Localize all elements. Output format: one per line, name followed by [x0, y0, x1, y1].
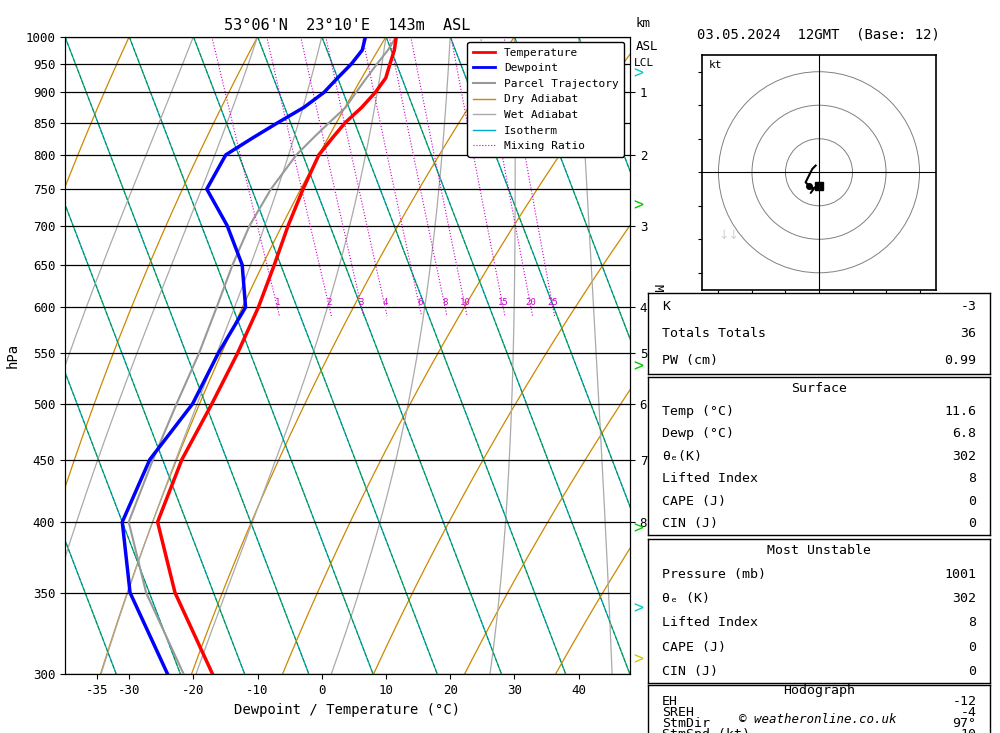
Text: 8: 8: [968, 472, 976, 485]
Text: Lifted Index: Lifted Index: [662, 472, 758, 485]
Text: 3: 3: [359, 298, 364, 307]
Text: 10: 10: [960, 729, 976, 733]
Text: θₑ(K): θₑ(K): [662, 450, 702, 463]
Text: 302: 302: [952, 450, 976, 463]
Text: StmSpd (kt): StmSpd (kt): [662, 729, 750, 733]
Text: Dewp (°C): Dewp (°C): [662, 427, 734, 441]
Text: 1: 1: [275, 298, 280, 307]
Text: LCL: LCL: [634, 58, 654, 67]
Text: >: >: [633, 600, 643, 617]
Text: 2: 2: [327, 298, 332, 307]
Text: Pressure (mb): Pressure (mb): [662, 568, 766, 581]
Text: >: >: [633, 196, 643, 214]
Text: 25: 25: [548, 298, 558, 307]
Text: Hodograph: Hodograph: [783, 685, 855, 697]
Text: Surface: Surface: [791, 382, 847, 395]
Text: 03.05.2024  12GMT  (Base: 12): 03.05.2024 12GMT (Base: 12): [697, 27, 939, 41]
Text: Temp (°C): Temp (°C): [662, 405, 734, 418]
Title: 53°06'N  23°10'E  143m  ASL: 53°06'N 23°10'E 143m ASL: [224, 18, 471, 33]
Text: 0: 0: [968, 495, 976, 508]
Text: CAPE (J): CAPE (J): [662, 495, 726, 508]
Text: 8: 8: [968, 616, 976, 630]
Text: CIN (J): CIN (J): [662, 517, 718, 531]
Text: CIN (J): CIN (J): [662, 665, 718, 677]
Text: Totals Totals: Totals Totals: [662, 327, 766, 340]
Text: 1001: 1001: [944, 568, 976, 581]
Text: CAPE (J): CAPE (J): [662, 641, 726, 654]
Text: 8: 8: [442, 298, 448, 307]
Text: 10: 10: [460, 298, 471, 307]
Y-axis label: hPa: hPa: [6, 343, 20, 368]
Text: 36: 36: [960, 327, 976, 340]
Text: EH: EH: [662, 696, 678, 708]
Text: 0: 0: [968, 517, 976, 531]
Text: SREH: SREH: [662, 707, 694, 719]
Text: © weatheronline.co.uk: © weatheronline.co.uk: [739, 712, 897, 726]
Text: θₑ (K): θₑ (K): [662, 592, 710, 605]
Text: 15: 15: [498, 298, 509, 307]
Text: Most Unstable: Most Unstable: [767, 545, 871, 557]
X-axis label: Dewpoint / Temperature (°C): Dewpoint / Temperature (°C): [234, 703, 461, 717]
Text: >: >: [633, 358, 643, 375]
Text: 0: 0: [968, 665, 976, 677]
Text: -4: -4: [960, 707, 976, 719]
Text: km: km: [636, 18, 651, 30]
Text: ASL: ASL: [636, 40, 658, 53]
Text: ↓↓: ↓↓: [718, 229, 739, 243]
Y-axis label: Mixing Ratio (g/kg): Mixing Ratio (g/kg): [651, 284, 664, 427]
Text: 4: 4: [382, 298, 388, 307]
Text: 0.99: 0.99: [944, 354, 976, 367]
Text: 11.6: 11.6: [944, 405, 976, 418]
Legend: Temperature, Dewpoint, Parcel Trajectory, Dry Adiabat, Wet Adiabat, Isotherm, Mi: Temperature, Dewpoint, Parcel Trajectory…: [467, 43, 624, 157]
Text: >: >: [633, 65, 643, 82]
Text: K: K: [662, 300, 670, 313]
Text: >: >: [633, 519, 643, 537]
Text: 302: 302: [952, 592, 976, 605]
Text: Lifted Index: Lifted Index: [662, 616, 758, 630]
Text: PW (cm): PW (cm): [662, 354, 718, 367]
Text: 6.8: 6.8: [952, 427, 976, 441]
Text: StmDir: StmDir: [662, 718, 710, 730]
Text: -3: -3: [960, 300, 976, 313]
Text: 97°: 97°: [952, 718, 976, 730]
Text: 20: 20: [526, 298, 536, 307]
Text: kt: kt: [708, 60, 722, 70]
Text: -12: -12: [952, 696, 976, 708]
Text: 0: 0: [968, 641, 976, 654]
Text: 6: 6: [417, 298, 422, 307]
Text: >: >: [633, 651, 643, 668]
